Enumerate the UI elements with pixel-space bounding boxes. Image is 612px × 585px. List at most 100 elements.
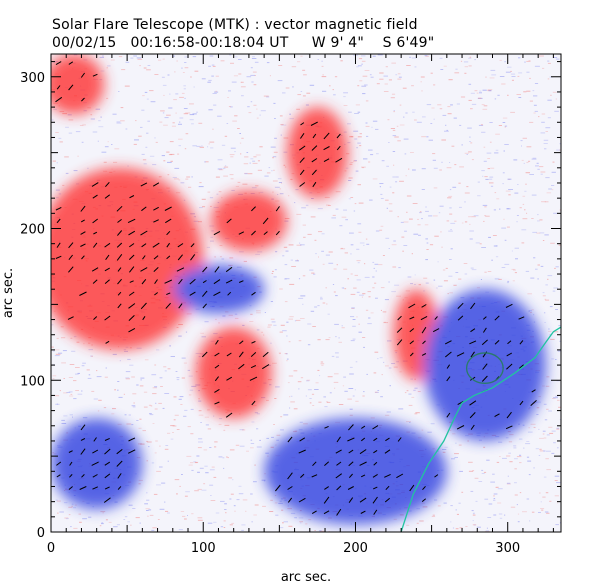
- field-vector: [251, 230, 256, 236]
- noise-streak: [95, 108, 101, 110]
- noise-streak: [367, 291, 371, 293]
- noise-streak: [528, 474, 531, 476]
- noise-streak: [291, 66, 297, 68]
- noise-streak: [529, 520, 531, 522]
- noise-streak: [528, 427, 530, 429]
- noise-streak: [508, 194, 511, 196]
- noise-streak: [250, 447, 254, 449]
- noise-streak: [359, 145, 362, 147]
- noise-streak: [345, 219, 348, 221]
- field-vector: [104, 315, 111, 321]
- noise-streak: [63, 415, 68, 417]
- noise-streak: [326, 303, 328, 305]
- field-vector: [105, 340, 110, 344]
- noise-streak: [425, 55, 429, 57]
- noise-streak: [458, 182, 461, 184]
- noise-streak: [198, 221, 202, 223]
- field-vector: [239, 340, 244, 345]
- field-vector: [372, 425, 379, 430]
- field-vector: [56, 85, 61, 90]
- noise-streak: [129, 364, 134, 366]
- field-vector: [444, 351, 452, 358]
- noise-streak: [546, 450, 551, 452]
- noise-streak: [197, 519, 203, 521]
- noise-streak: [52, 378, 55, 380]
- field-vector: [275, 484, 281, 492]
- field-vector: [360, 474, 366, 478]
- noise-streak: [357, 136, 362, 138]
- noise-streak: [547, 275, 553, 277]
- noise-streak: [178, 145, 181, 147]
- noise-streak: [458, 444, 462, 446]
- noise-streak: [189, 389, 194, 391]
- field-vector: [69, 474, 73, 478]
- noise-streak: [284, 353, 288, 355]
- noise-streak: [163, 94, 165, 96]
- noise-streak: [303, 236, 306, 238]
- noise-streak: [378, 264, 383, 266]
- noise-streak: [545, 458, 549, 460]
- noise-streak: [152, 387, 157, 389]
- noise-streak: [254, 504, 259, 506]
- noise-streak: [272, 270, 274, 272]
- field-vector: [456, 352, 465, 357]
- field-vector: [128, 315, 135, 321]
- noise-streak: [482, 108, 488, 110]
- field-vector: [68, 61, 74, 65]
- noise-streak: [534, 83, 539, 84]
- field-vector: [56, 242, 61, 248]
- noise-streak: [522, 195, 526, 197]
- noise-streak: [70, 526, 72, 528]
- noise-streak: [556, 427, 560, 429]
- field-vector: [80, 231, 86, 235]
- noise-streak: [239, 429, 244, 431]
- noise-streak: [161, 482, 166, 484]
- noise-streak: [488, 236, 491, 238]
- noise-streak: [146, 460, 148, 462]
- noise-streak: [184, 62, 187, 63]
- noise-streak: [403, 221, 409, 223]
- field-vector: [127, 449, 136, 454]
- noise-streak: [353, 160, 357, 162]
- noise-streak: [455, 68, 458, 70]
- noise-streak: [355, 361, 358, 363]
- noise-streak: [344, 288, 347, 290]
- noise-streak: [147, 120, 150, 122]
- noise-streak: [295, 260, 299, 262]
- noise-streak: [277, 80, 283, 82]
- noise-streak: [362, 93, 366, 95]
- noise-streak: [181, 357, 186, 359]
- field-vector: [373, 509, 378, 515]
- noise-streak: [331, 217, 336, 219]
- field-vector: [214, 364, 220, 369]
- noise-streak: [493, 493, 498, 495]
- field-vector: [311, 474, 318, 478]
- field-vector: [80, 72, 86, 78]
- noise-streak: [447, 197, 452, 199]
- noise-streak: [173, 178, 179, 180]
- noise-streak: [354, 389, 356, 391]
- noise-streak: [508, 441, 513, 443]
- noise-streak: [405, 175, 407, 177]
- noise-streak: [352, 395, 355, 397]
- noise-streak: [470, 142, 473, 144]
- noise-streak: [351, 307, 355, 309]
- noise-streak: [227, 97, 229, 98]
- noise-streak: [486, 459, 490, 461]
- noise-streak: [297, 94, 302, 96]
- field-vector: [457, 302, 464, 309]
- noise-streak: [174, 414, 179, 416]
- noise-streak: [114, 389, 116, 391]
- noise-streak: [138, 483, 141, 485]
- noise-streak: [490, 167, 495, 169]
- noise-streak: [181, 377, 185, 379]
- noise-streak: [375, 128, 379, 130]
- noise-streak: [491, 74, 497, 76]
- noise-streak: [81, 390, 83, 392]
- noise-streak: [468, 65, 472, 67]
- noise-streak: [321, 233, 325, 235]
- noise-streak: [515, 258, 518, 260]
- noise-streak: [266, 62, 270, 64]
- field-vector: [287, 472, 293, 480]
- noise-streak: [377, 390, 380, 391]
